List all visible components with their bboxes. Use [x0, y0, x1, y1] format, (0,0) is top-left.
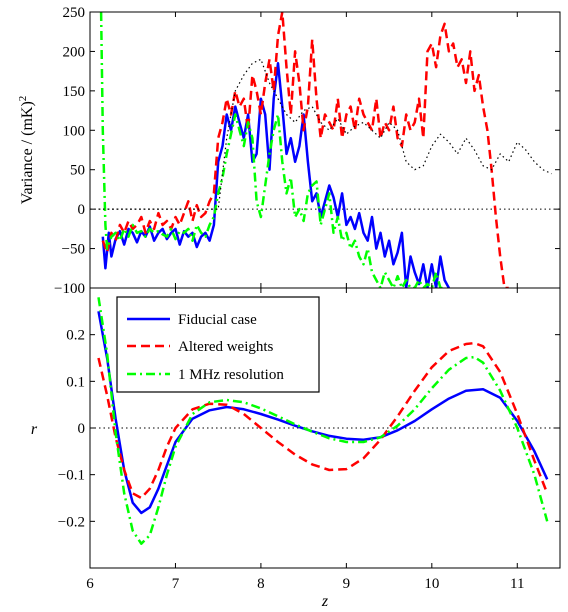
legend-label-1-mhz-resolution: 1 MHz resolution [178, 367, 284, 383]
legend-label-altered-weights: Altered weights [178, 339, 274, 355]
top-series-line-0 [101, 62, 450, 288]
top-series-line-1 [101, 12, 509, 288]
top-y-axis-label: Variance / (mK)2 [17, 96, 36, 205]
bottom-y-tick-label: −0.2 [58, 514, 85, 530]
top-series-line-2 [99, 12, 445, 288]
top-panel: −100 −50 0 50 100 150 200 250 Variance / (mK)2 [17, 5, 561, 297]
x-tick-label: 10 [424, 576, 439, 592]
top-series-line-3 [98, 58, 552, 210]
bottom-y-tick-label: 0 [78, 421, 86, 437]
top-y-tick-label: −100 [54, 281, 85, 297]
x-axis-label: z [321, 593, 329, 610]
bottom-y-tick-label: 0.2 [66, 328, 85, 344]
x-tick-label: 8 [257, 576, 265, 592]
bottom-series-line-2 [97, 297, 549, 545]
top-y-tick-label: 50 [70, 163, 85, 179]
x-tick-label: 11 [510, 576, 524, 592]
top-y-tick-label: 0 [78, 202, 86, 218]
bottom-y-tick-label: −0.1 [58, 468, 85, 484]
legend: Fiducial case Altered weights 1 MHz reso… [116, 296, 320, 393]
top-y-tick-label: 250 [63, 5, 86, 21]
legend-label-fiducial-case: Fiducial case [178, 312, 257, 328]
top-y-axis-label-superscript: 2 [17, 96, 29, 102]
legend-box [116, 296, 320, 393]
x-tick-label: 7 [172, 576, 180, 592]
top-y-tick-label: 100 [63, 123, 86, 139]
x-tick-label: 9 [343, 576, 351, 592]
top-y-tick-label: 150 [63, 84, 86, 100]
bottom-series-line-1 [97, 341, 549, 500]
bottom-series-line-0 [97, 311, 549, 515]
top-y-tick-label: −50 [62, 242, 85, 258]
x-tick-label: 6 [86, 576, 94, 592]
top-y-tick-label: 200 [63, 44, 86, 60]
bottom-panel: −0.2 −0.1 0 0.1 0.2 6 7 8 9 10 11 r z Fiducial cas… [31, 287, 561, 610]
bottom-y-axis-label: r [31, 421, 38, 438]
top-y-axis-label-main: Variance / (mK) [19, 101, 36, 204]
bottom-y-tick-label: 0.1 [66, 374, 85, 390]
